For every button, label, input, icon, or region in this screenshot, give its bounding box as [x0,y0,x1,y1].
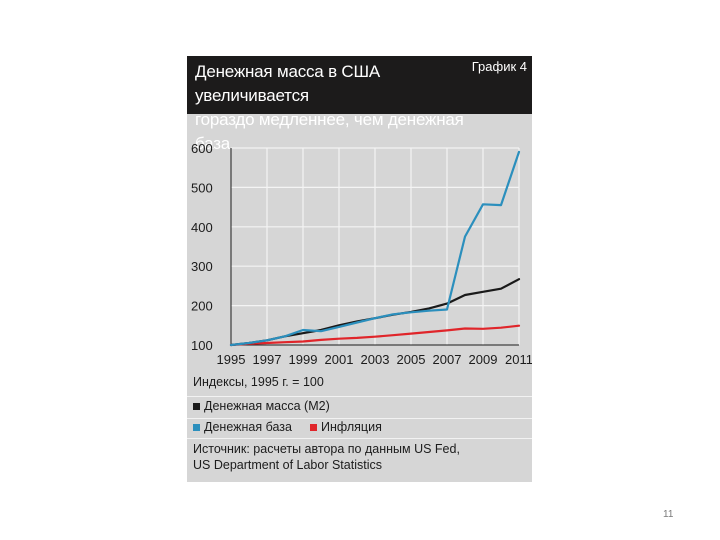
line-chart: 100 200 300 400 500 600 1995 1997 1999 2001 2003 20… [191,141,532,367]
chart-title: Денежная масса в США увеличивается гораз… [195,60,485,156]
source-line-1: Источник: расчеты автора по данным US Fe… [193,442,460,456]
x-tick-label: 2003 [361,352,390,367]
legend-label-inflation: Инфляция [320,420,382,434]
title-line-2: гораздо медленнее, чем денежная база [195,110,464,153]
x-tick-label: 1997 [253,352,282,367]
chart-tag: График 4 [471,59,527,74]
y-tick-label: 300 [191,259,213,274]
y-tick-label: 200 [191,299,213,314]
chart-header: Денежная масса в США увеличивается гораз… [187,56,532,153]
legend-swatch-m2 [193,402,200,410]
x-tick-label: 1999 [289,352,318,367]
x-tick-label: 2001 [325,352,354,367]
divider [187,418,532,419]
y-tick-label: 600 [191,141,213,156]
series-line-inflation [229,324,521,347]
page-number: 11 [663,509,674,520]
legend-label-base: Денежная база [204,420,292,434]
divider [187,396,532,397]
y-tick-label: 400 [191,220,213,235]
chart-card: Денежная масса в США увеличивается гораз… [187,56,532,482]
x-tick-label: 2009 [469,352,498,367]
x-tick-label: 2005 [397,352,426,367]
x-tick-label: 2011 [505,352,532,367]
divider [187,438,532,439]
source-note: Источник: расчеты автора по данным US Fe… [193,441,523,473]
legend-swatch-inflation [309,423,317,431]
legend-row-2: Денежная база Инфляция [193,420,400,434]
legend-swatch-base [193,423,200,431]
series-line-base [229,150,521,347]
source-line-2: US Department of Labor Statistics [193,458,382,472]
index-note: Индексы, 1995 г. = 100 [193,375,324,389]
x-tick-label: 2007 [433,352,462,367]
x-tick-label: 1995 [217,352,246,367]
legend-row-1: Денежная масса (M2) [193,399,348,413]
title-line-1: Денежная масса в США увеличивается [195,62,381,105]
y-tick-label: 500 [191,180,213,195]
y-tick-label: 100 [191,338,213,353]
legend-label-m2: Денежная масса (M2) [204,399,330,413]
